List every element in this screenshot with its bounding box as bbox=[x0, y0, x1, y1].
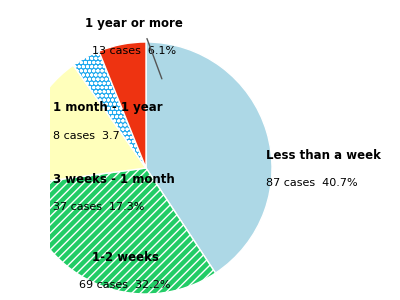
Wedge shape bbox=[99, 42, 146, 168]
Text: 13 cases  6.1%: 13 cases 6.1% bbox=[92, 46, 176, 56]
Text: Less than a week: Less than a week bbox=[266, 149, 381, 162]
Text: 87 cases  40.7%: 87 cases 40.7% bbox=[266, 178, 358, 188]
Wedge shape bbox=[73, 51, 146, 168]
Wedge shape bbox=[146, 42, 272, 273]
Text: 37 cases  17.3%: 37 cases 17.3% bbox=[53, 202, 144, 212]
Text: 1-2 weeks: 1-2 weeks bbox=[92, 251, 158, 264]
Text: 1 month - 1 year: 1 month - 1 year bbox=[53, 101, 163, 114]
Wedge shape bbox=[21, 168, 216, 294]
Text: 8 cases  3.7: 8 cases 3.7 bbox=[53, 130, 120, 140]
Text: 1 year or more: 1 year or more bbox=[85, 17, 183, 30]
Wedge shape bbox=[20, 65, 146, 184]
Text: 69 cases  32.2%: 69 cases 32.2% bbox=[79, 280, 171, 290]
Text: 3 weeks - 1 month: 3 weeks - 1 month bbox=[53, 173, 175, 186]
